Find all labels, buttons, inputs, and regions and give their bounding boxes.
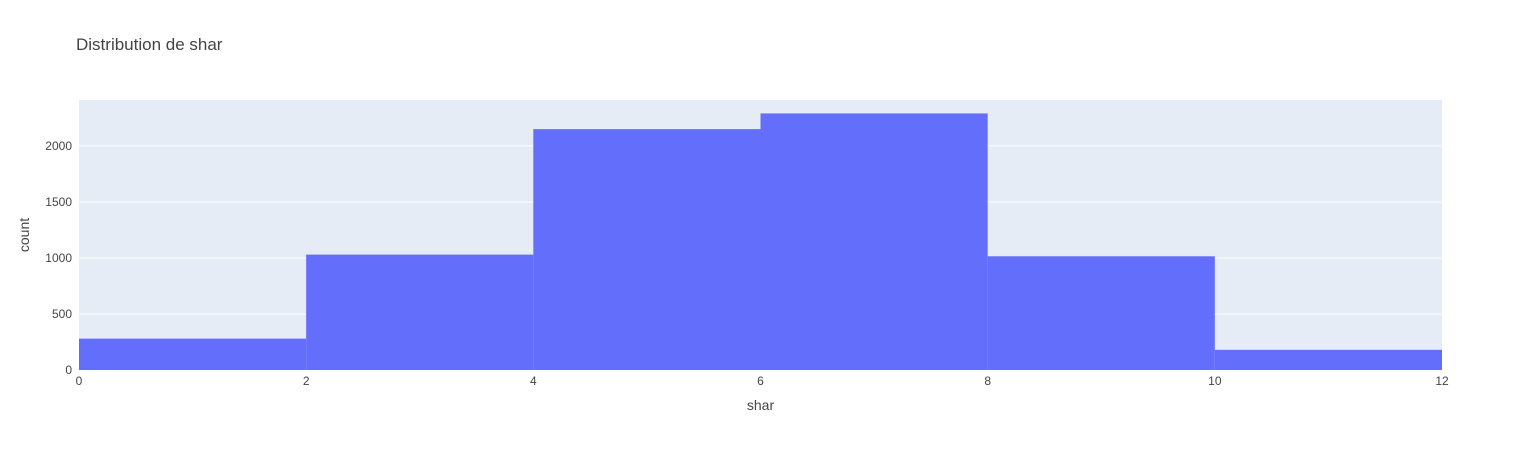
x-tick-label: 6: [757, 374, 764, 388]
x-tick-label: 10: [1208, 374, 1222, 388]
histogram-bar: [987, 256, 1215, 370]
histogram-bar: [533, 129, 761, 370]
x-tick-label: 2: [303, 374, 310, 388]
histogram-bar: [306, 254, 534, 370]
chart-title: Distribution de shar: [76, 35, 223, 54]
x-tick-label: 8: [984, 374, 991, 388]
x-tick-label: 12: [1435, 374, 1449, 388]
x-tick-labels: 0 2 4 6 8 10 12: [76, 374, 1449, 388]
y-tick-labels: 0 500 1000 1500 2000: [45, 139, 72, 377]
x-tick-label: 0: [76, 374, 83, 388]
histogram-bar: [760, 113, 988, 371]
histogram-bar: [79, 338, 307, 370]
y-tick-label: 0: [65, 363, 72, 377]
x-axis-title: shar: [747, 397, 775, 413]
y-tick-label: 1000: [45, 251, 72, 265]
y-tick-label: 500: [52, 307, 72, 321]
x-tick-label: 4: [530, 374, 537, 388]
histogram-bars: [79, 113, 1442, 371]
y-tick-label: 1500: [45, 195, 72, 209]
y-axis-title: count: [16, 218, 32, 252]
histogram-bar: [1214, 349, 1442, 370]
y-tick-label: 2000: [45, 139, 72, 153]
